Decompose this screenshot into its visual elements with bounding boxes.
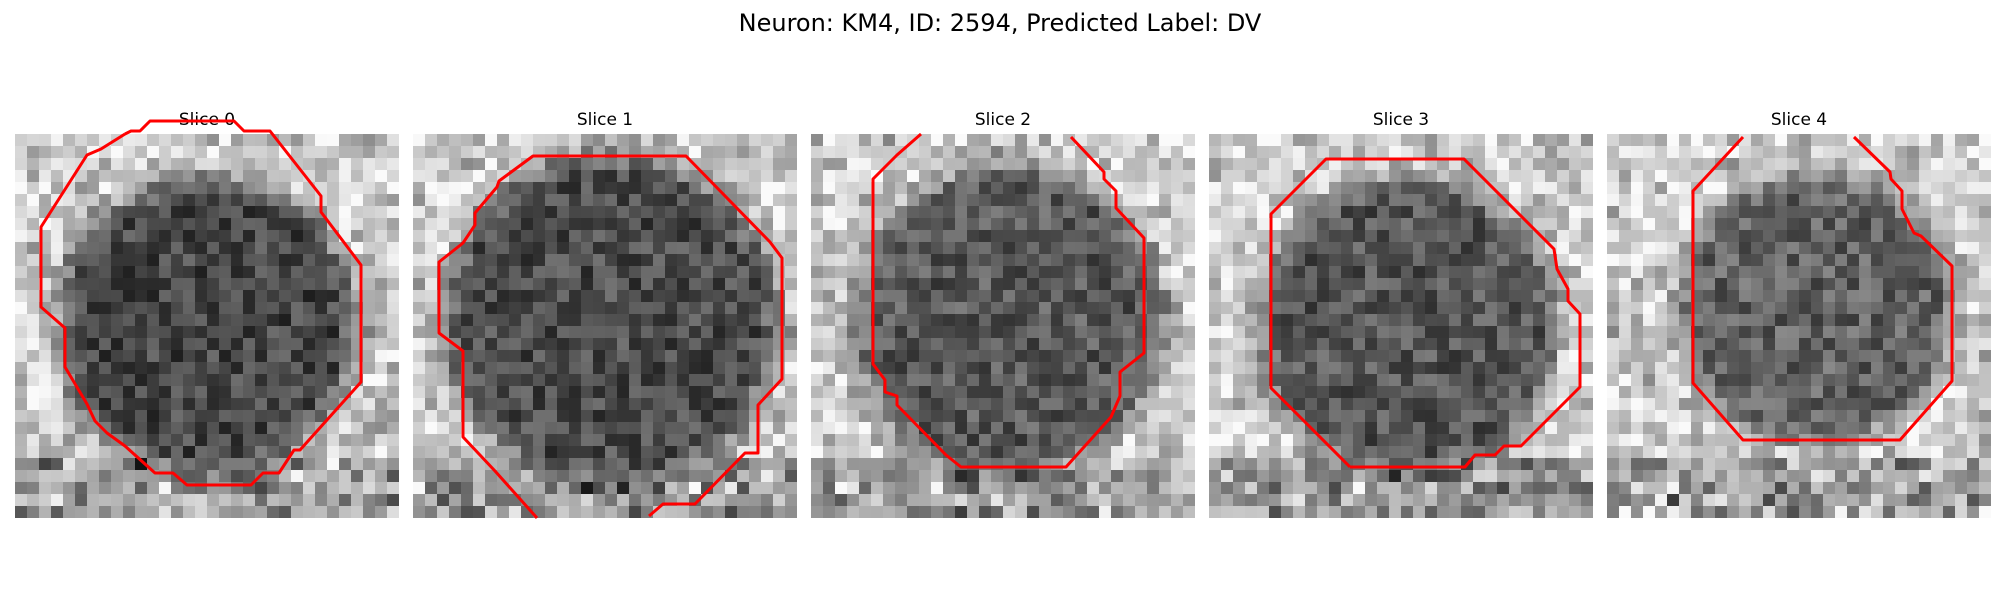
slice-image	[15, 134, 399, 518]
slice-title: Slice 0	[178, 110, 236, 130]
grayscale-microscopy-image	[413, 134, 797, 518]
slice-panel-0: Slice 0	[15, 108, 399, 518]
slice-title: Slice 2	[974, 110, 1032, 130]
figure-title: Neuron: KM4, ID: 2594, Predicted Label: …	[738, 9, 1262, 37]
slice-title: Slice 1	[576, 110, 634, 130]
slice-image	[413, 134, 797, 518]
slice-image	[1209, 134, 1593, 518]
grayscale-microscopy-image	[1209, 134, 1593, 518]
slice-title: Slice 4	[1770, 110, 1828, 130]
grayscale-microscopy-image	[1607, 134, 1991, 518]
slice-panel-4: Slice 4	[1607, 108, 1991, 518]
grayscale-microscopy-image	[811, 134, 1195, 518]
slice-panel-1: Slice 1	[413, 108, 797, 519]
slice-image	[1607, 134, 1991, 518]
slice-title: Slice 3	[1372, 110, 1430, 130]
slice-image	[811, 134, 1195, 518]
slice-panel-2: Slice 2	[811, 108, 1195, 518]
slice-panel-3: Slice 3	[1209, 108, 1593, 518]
grayscale-microscopy-image	[15, 134, 399, 518]
